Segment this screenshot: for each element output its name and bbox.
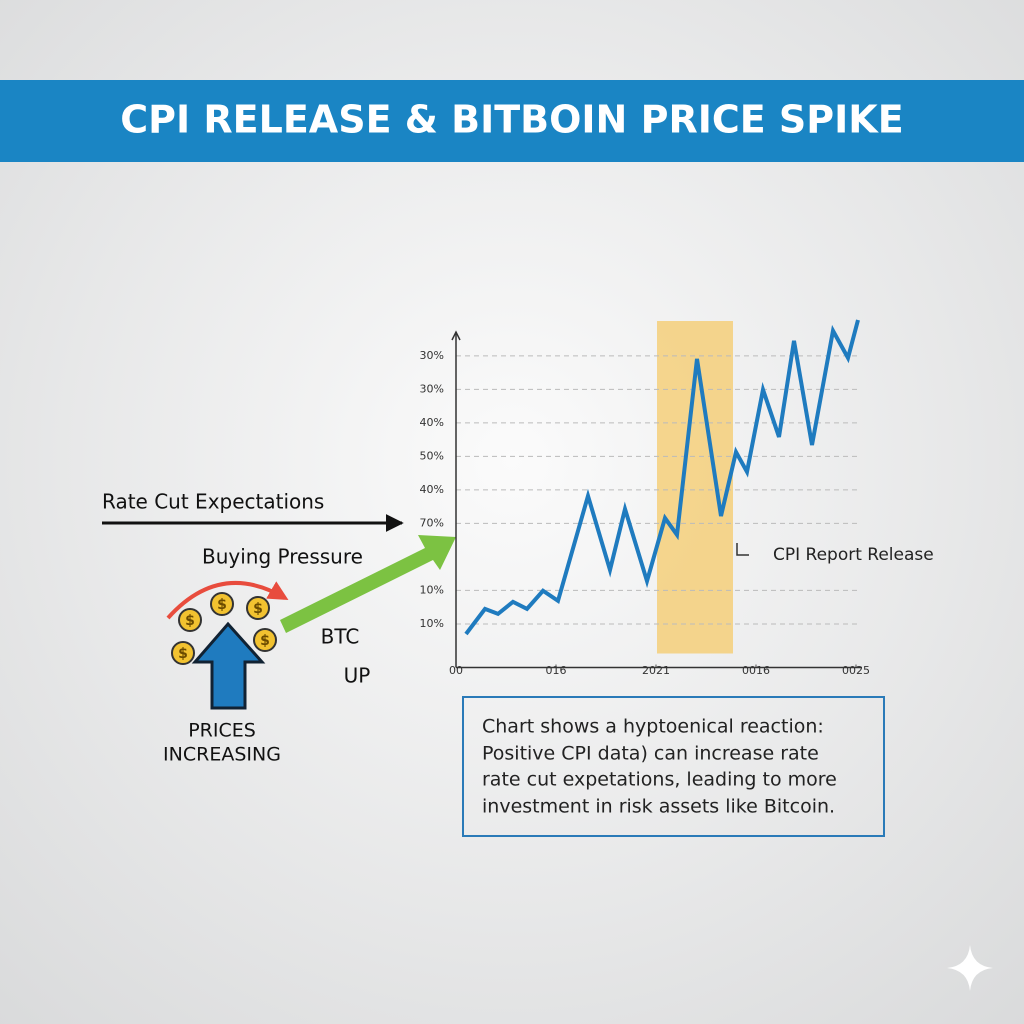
title: CPI RELEASE & BITBOIN PRICE SPIKE [120, 98, 903, 142]
y-tick-label: 10% [420, 583, 444, 596]
arrow [280, 535, 456, 633]
caption-line: Chart shows a hyptoenical reaction: [482, 716, 824, 738]
caption-line: investment in risk assets like Bitcoin. [482, 796, 835, 818]
label: Buying Pressure [202, 545, 363, 569]
label: UP [344, 664, 371, 688]
y-tick-label: 50% [420, 449, 444, 462]
svg-text:$: $ [217, 597, 227, 613]
y-tick-label: 70% [420, 516, 444, 529]
callout [736, 543, 749, 556]
svg-text:$: $ [260, 633, 270, 649]
price-line [464, 319, 860, 636]
svg-text:$: $ [185, 613, 195, 629]
svg-text:$: $ [253, 601, 263, 617]
chart: CPI Report Release 10% 10% 70% 40% 50% 40% 30% 3… [420, 319, 934, 677]
y-tick-label: 40% [420, 483, 444, 496]
label: BTC [321, 625, 360, 649]
up-arrow [191, 621, 266, 710]
label: INCREASING [163, 744, 281, 766]
label: PRICES [188, 720, 256, 742]
coins: $ $ $ $ $ [171, 592, 277, 665]
annotation: CPI Report Release [773, 545, 934, 565]
arrow [166, 581, 289, 620]
y-tick-label: 10% [420, 617, 444, 630]
y-tick-label: 30% [420, 382, 444, 395]
svg-text:$: $ [178, 646, 188, 662]
title-bar [0, 80, 1024, 162]
caption: Chart shows a hyptoenical reaction: Posi… [482, 716, 837, 818]
sparkle [947, 945, 993, 991]
caption-line: Positive CPI data) can increase rate [482, 743, 819, 765]
caption-line: rate cut expetations, leading to more [482, 769, 837, 791]
y-tick-label: 40% [420, 416, 444, 429]
y-axis-arrow [451, 330, 461, 341]
y-tick-label: 30% [420, 349, 444, 362]
caption-box [462, 696, 885, 837]
label: Rate Cut Expectations [102, 490, 324, 514]
